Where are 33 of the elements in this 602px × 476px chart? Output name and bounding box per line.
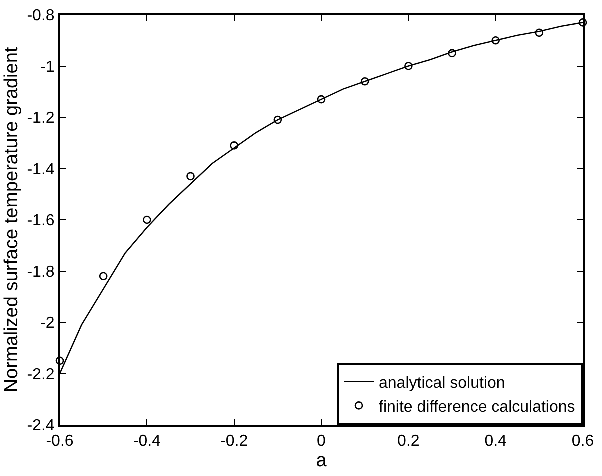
point (448, 49, 456, 58)
point (578, 18, 588, 27)
point (56, 356, 64, 366)
point (230, 142, 238, 150)
point (274, 116, 282, 124)
x-tick-label: 0.2 (398, 433, 420, 450)
y-tick-label: -2 (40, 315, 55, 332)
point (186, 172, 195, 181)
y-tick-label: -1.2 (27, 110, 55, 128)
y-tick-label: -2.4 (27, 418, 55, 435)
y-tick-label: -1.8 (27, 264, 55, 281)
x-tick-label: 0.4 (484, 433, 508, 450)
point (492, 36, 500, 45)
x-tick-label: -0.2 (220, 433, 248, 450)
x-tick-label: 0.6 (572, 433, 594, 450)
point (404, 62, 413, 70)
x-tick-label: 0 (317, 433, 326, 450)
y-axis-title: Normalized surface temperature gradient (2, 46, 23, 393)
point (360, 77, 370, 86)
point (535, 28, 544, 38)
legend-label: analytical solution (379, 375, 506, 392)
y-tick-label: -1.4 (27, 161, 55, 178)
point (99, 272, 108, 281)
legend-label: finite difference calculations (379, 398, 576, 416)
point (317, 95, 326, 104)
y-tick-label: -0.8 (27, 8, 55, 25)
y-tick-label: -2.2 (27, 366, 55, 384)
point (143, 216, 152, 224)
y-tick-label: -1 (40, 58, 55, 76)
y-tick-label: -1.6 (27, 212, 55, 230)
x-axis-title: a (316, 450, 328, 472)
x-tick-label: -0.6 (46, 433, 74, 450)
x-tick-label: -0.4 (133, 433, 162, 450)
